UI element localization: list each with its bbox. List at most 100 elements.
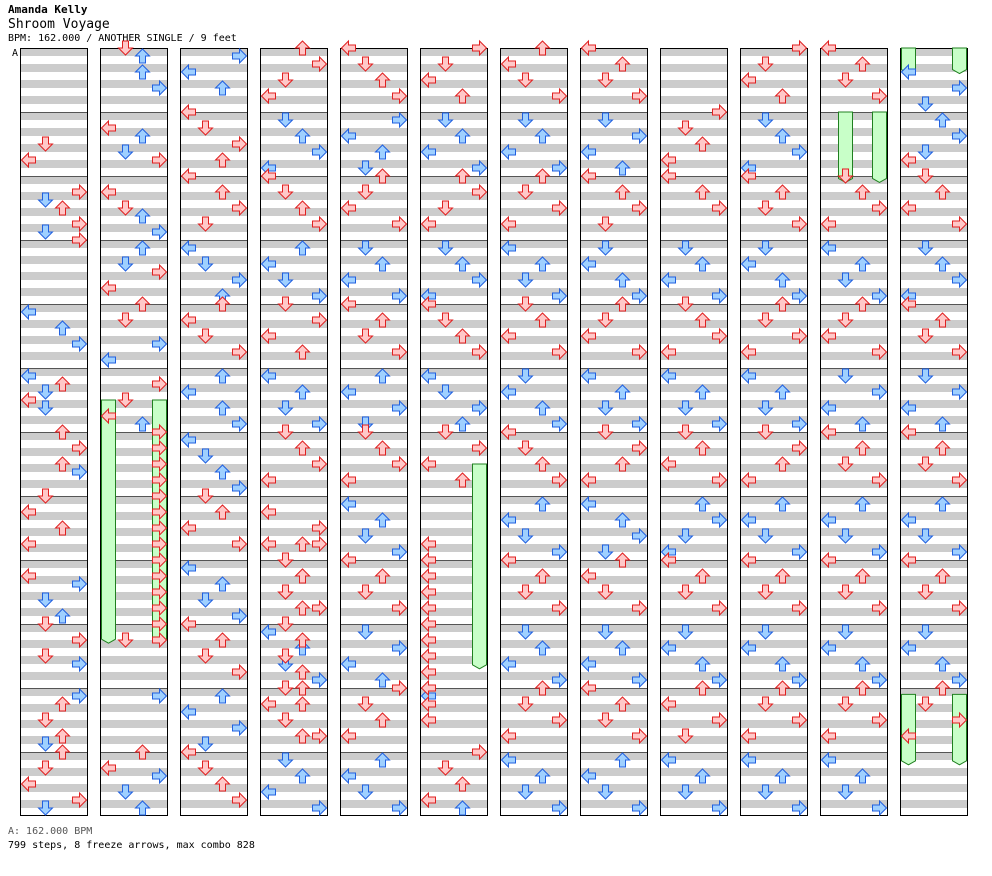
beat-stripe: [660, 592, 728, 600]
step-arrow-right: [152, 335, 168, 353]
beat-stripe: [180, 112, 248, 120]
step-arrow-left: [660, 343, 676, 361]
beat-stripe: [660, 176, 728, 184]
step-arrow-right: [472, 271, 488, 289]
beat-stripe: [180, 640, 248, 648]
step-arrow-left: [420, 599, 436, 617]
beat-stripe: [900, 768, 968, 776]
step-arrow-down: [837, 528, 854, 544]
beat-stripe: [100, 352, 168, 360]
beat-stripe: [820, 320, 888, 328]
beat-stripe: [900, 80, 968, 88]
step-arrow-down: [757, 240, 774, 256]
beat-stripe: [500, 240, 568, 248]
step-arrow-left: [500, 215, 516, 233]
beat-stripe: [340, 448, 408, 456]
beat-stripe: [100, 176, 168, 184]
beat-stripe: [900, 576, 968, 584]
beat-stripe: [340, 384, 408, 392]
step-arrow-right: [232, 343, 248, 361]
beat-stripe: [580, 240, 648, 248]
step-arrow-up: [934, 184, 951, 200]
beat-stripe: [820, 528, 888, 536]
beat-stripe: [500, 496, 568, 504]
beat-stripe: [740, 208, 808, 216]
beat-stripe: [180, 400, 248, 408]
beat-stripe: [260, 176, 328, 184]
step-arrow-left: [660, 639, 676, 657]
step-arrow-up: [294, 728, 311, 744]
beat-stripe: [820, 448, 888, 456]
beat-stripe: [740, 704, 808, 712]
beat-stripe: [740, 112, 808, 120]
beat-stripe: [820, 752, 888, 760]
step-arrow-up: [134, 416, 151, 432]
beat-stripe: [420, 192, 488, 200]
step-arrow-down: [117, 632, 134, 648]
step-arrow-up: [54, 456, 71, 472]
beat-stripe: [660, 320, 728, 328]
beat-stripe: [660, 672, 728, 680]
step-arrow-up: [774, 272, 791, 288]
beat-stripe: [340, 48, 408, 56]
step-arrow-up: [454, 256, 471, 272]
step-arrow-right: [632, 415, 648, 433]
step-arrow-left: [420, 295, 436, 313]
beat-stripe: [420, 272, 488, 280]
beat-stripe: [740, 496, 808, 504]
beat-stripe: [500, 368, 568, 376]
column-border: [340, 48, 408, 816]
step-arrow-left: [900, 151, 916, 169]
chart-column: [420, 48, 488, 816]
step-arrow-up: [774, 128, 791, 144]
beat-stripe: [660, 80, 728, 88]
beat-stripe: [260, 672, 328, 680]
step-arrow-down: [597, 112, 614, 128]
beat-stripe: [500, 624, 568, 632]
beat-stripe: [420, 736, 488, 744]
step-arrow-right: [152, 151, 168, 169]
step-arrow-up: [54, 376, 71, 392]
step-arrow-left: [20, 567, 36, 585]
column-border: [20, 48, 88, 816]
step-arrow-right: [232, 535, 248, 553]
beat-stripe: [340, 768, 408, 776]
step-arrow-down: [597, 72, 614, 88]
step-arrow-up: [54, 200, 71, 216]
step-arrow-up: [214, 296, 231, 312]
step-arrow-up: [614, 272, 631, 288]
step-arrow-left: [260, 535, 276, 553]
beat-stripe: [340, 496, 408, 504]
step-arrow-up: [454, 128, 471, 144]
step-arrow-up: [774, 656, 791, 672]
step-arrow-down: [117, 392, 134, 408]
beat-stripe: [20, 400, 88, 408]
beat-stripe: [580, 528, 648, 536]
step-arrow-left: [580, 39, 596, 57]
beat-stripe: [100, 592, 168, 600]
beat-stripe: [580, 768, 648, 776]
beat-stripe: [500, 224, 568, 232]
step-arrow-left: [580, 495, 596, 513]
step-arrow-right: [312, 727, 328, 745]
step-arrow-up: [214, 400, 231, 416]
step-arrow-up: [614, 696, 631, 712]
beat-stripe: [820, 736, 888, 744]
step-arrow-down: [917, 456, 934, 472]
beat-stripe: [180, 256, 248, 264]
beat-stripe: [580, 272, 648, 280]
beat-stripe: [500, 96, 568, 104]
step-arrow-down: [117, 312, 134, 328]
beat-stripe: [260, 160, 328, 168]
freeze-arrow: [952, 47, 967, 75]
step-arrow-down: [597, 424, 614, 440]
beat-stripe: [260, 240, 328, 248]
step-arrow-left: [900, 639, 916, 657]
step-arrow-left: [180, 239, 196, 257]
step-arrow-left: [820, 511, 836, 529]
beat-stripe: [20, 496, 88, 504]
step-arrow-down: [517, 184, 534, 200]
step-arrow-up: [54, 696, 71, 712]
step-arrow-up: [374, 368, 391, 384]
step-arrow-down: [197, 648, 214, 664]
